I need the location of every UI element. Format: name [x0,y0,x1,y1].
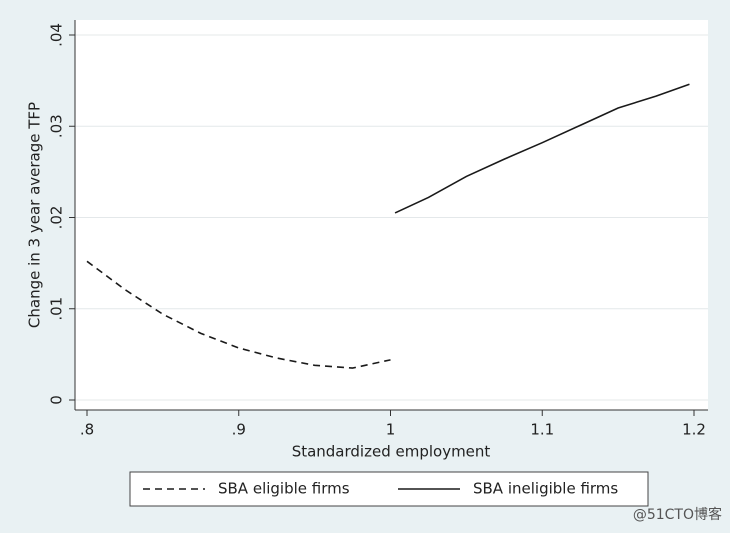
legend-label: SBA eligible firms [218,480,350,498]
y-tick-label: .04 [48,23,66,47]
series-line [86,260,391,369]
y-tick-label: .03 [48,114,66,138]
x-tick-label: .9 [232,421,246,439]
legend [129,471,649,507]
y-tick-label: .01 [48,297,66,321]
plot-area [75,20,708,410]
watermark: @51CTO博客 [633,506,722,523]
x-tick-label: .8 [80,421,94,439]
legend-label: SBA ineligible firms [473,480,618,498]
x-tick-label: 1 [386,421,396,439]
series-line [394,83,690,214]
x-tick-label: 1.1 [530,421,554,439]
x-axis-label: Standardized employment [292,443,491,461]
y-tick-label: 0 [48,395,66,405]
y-axis-label: Change in 3 year average TFP [26,102,44,328]
y-tick-label: .02 [48,206,66,230]
x-tick-label: 1.2 [682,421,706,439]
